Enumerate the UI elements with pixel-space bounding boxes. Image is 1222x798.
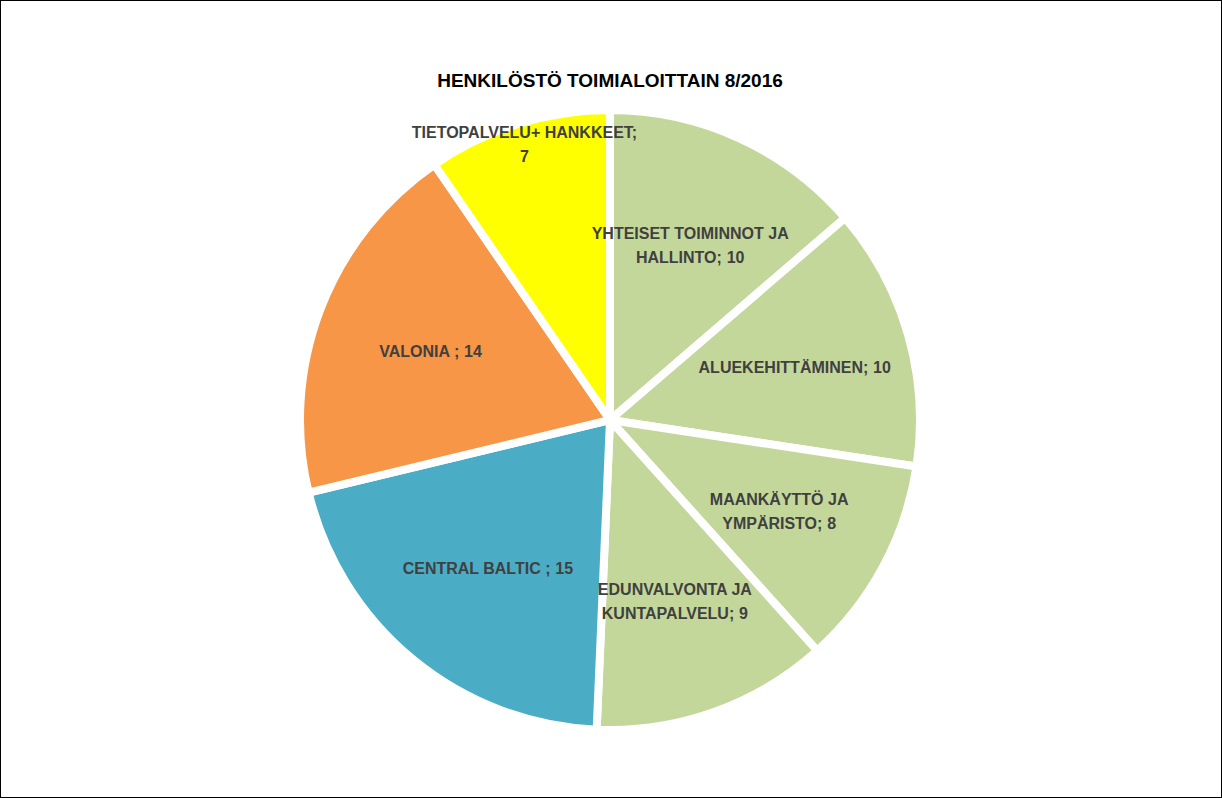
pie-slice	[597, 420, 817, 730]
data-label-value: 10	[727, 249, 745, 266]
data-label: VALONIA ; 14	[379, 343, 482, 360]
data-label: KUNTAPALVELU; 9	[602, 605, 748, 622]
data-label-value: 7	[520, 148, 529, 165]
data-label: TIETOPALVELU+ HANKKEET;	[412, 124, 637, 141]
chart: HENKILÖSTÖ TOIMIALOITTAIN 8/2016 YHTEISET…	[0, 0, 1222, 798]
data-label: ALUEKEHITTÄMINEN;10	[699, 359, 891, 376]
data-label: CENTRAL BALTIC ;15	[403, 560, 574, 577]
data-label-value: 14	[464, 343, 482, 360]
data-label-category: HALLINTO;	[636, 249, 722, 266]
data-label-category: YHTEISET TOIMINNOT JA	[592, 225, 790, 242]
data-label-category: YMPÄRISTO;	[722, 515, 822, 532]
data-label: YMPÄRISTO; 8	[722, 515, 836, 532]
data-label-category: VALONIA ;	[379, 343, 459, 360]
data-label-value: 10	[873, 359, 891, 376]
data-label-category: EDUNVALVONTA JA	[598, 581, 753, 598]
pie-slice	[434, 110, 610, 420]
data-label: HALLINTO; 10	[636, 249, 745, 266]
frame	[1, 1, 1222, 798]
data-label-value: 15	[555, 560, 573, 577]
title: HENKILÖSTÖ TOIMIALOITTAIN 8/2016	[437, 70, 783, 91]
pie	[300, 110, 920, 730]
data-labels: YHTEISET TOIMINNOT JAHALLINTO;10ALUEKEHI…	[379, 124, 891, 621]
data-label-category: ALUEKEHITTÄMINEN;	[699, 359, 869, 376]
data-label-category: MAANKÄYTTÖ JA	[710, 490, 849, 508]
data-label: YHTEISET TOIMINNOT JA	[592, 225, 790, 242]
data-label-category: TIETOPALVELU+ HANKKEET;	[412, 124, 637, 141]
data-label-value: 8	[827, 515, 836, 532]
data-label: 7	[520, 148, 529, 165]
data-label-value: 9	[739, 605, 748, 622]
data-label: MAANKÄYTTÖ JA	[710, 490, 849, 508]
data-label: EDUNVALVONTA JA	[598, 581, 753, 598]
data-label-category: KUNTAPALVELU;	[602, 605, 734, 622]
data-label-category: CENTRAL BALTIC ;	[403, 560, 551, 577]
